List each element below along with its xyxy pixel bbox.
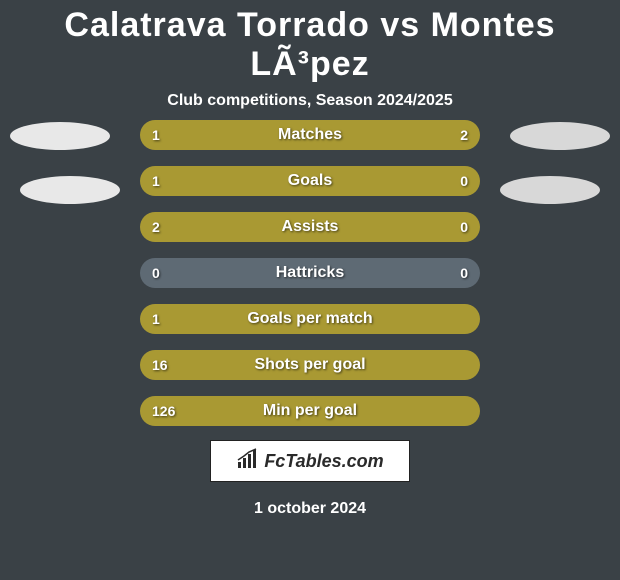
stat-bar-track: 00Hattricks bbox=[140, 258, 480, 288]
stat-bar-right-segment bbox=[405, 166, 480, 196]
page-subtitle: Club competitions, Season 2024/2025 bbox=[0, 92, 620, 110]
page-title: Calatrava Torrado vs Montes LÃ³pez bbox=[0, 0, 620, 84]
stat-bar-left-segment bbox=[140, 396, 480, 426]
stat-row: 16Shots per goal bbox=[0, 350, 620, 380]
stat-bar-left-segment bbox=[140, 166, 405, 196]
comparison-chart: 12Matches 10Goals 20Assists 00Hattricks 1Goa… bbox=[0, 120, 620, 442]
brand-chart-icon bbox=[236, 448, 260, 475]
stat-bar-track: 126Min per goal bbox=[140, 396, 480, 426]
stat-bar-track: 12Matches bbox=[140, 120, 480, 150]
stat-bar-right-segment bbox=[253, 120, 480, 150]
stat-row: 20Assists bbox=[0, 212, 620, 242]
stat-bar-track: 16Shots per goal bbox=[140, 350, 480, 380]
stat-bar-left-segment bbox=[140, 120, 253, 150]
stat-bar-track: 1Goals per match bbox=[140, 304, 480, 334]
stat-bar-right-segment bbox=[405, 212, 480, 242]
date-text: 1 october 2024 bbox=[0, 500, 620, 518]
stat-row: 12Matches bbox=[0, 120, 620, 150]
stat-bar-track: 10Goals bbox=[140, 166, 480, 196]
stat-row: 126Min per goal bbox=[0, 396, 620, 426]
stat-bar-track: 20Assists bbox=[140, 212, 480, 242]
stat-bar-left-segment bbox=[140, 212, 405, 242]
brand-text: FcTables.com bbox=[264, 451, 383, 472]
stat-bar-left-segment bbox=[140, 350, 480, 380]
stat-bar-neutral-segment bbox=[140, 258, 480, 288]
stat-row: 10Goals bbox=[0, 166, 620, 196]
stat-row: 00Hattricks bbox=[0, 258, 620, 288]
stat-bar-left-segment bbox=[140, 304, 480, 334]
brand-box: FcTables.com bbox=[210, 440, 410, 482]
stat-row: 1Goals per match bbox=[0, 304, 620, 334]
